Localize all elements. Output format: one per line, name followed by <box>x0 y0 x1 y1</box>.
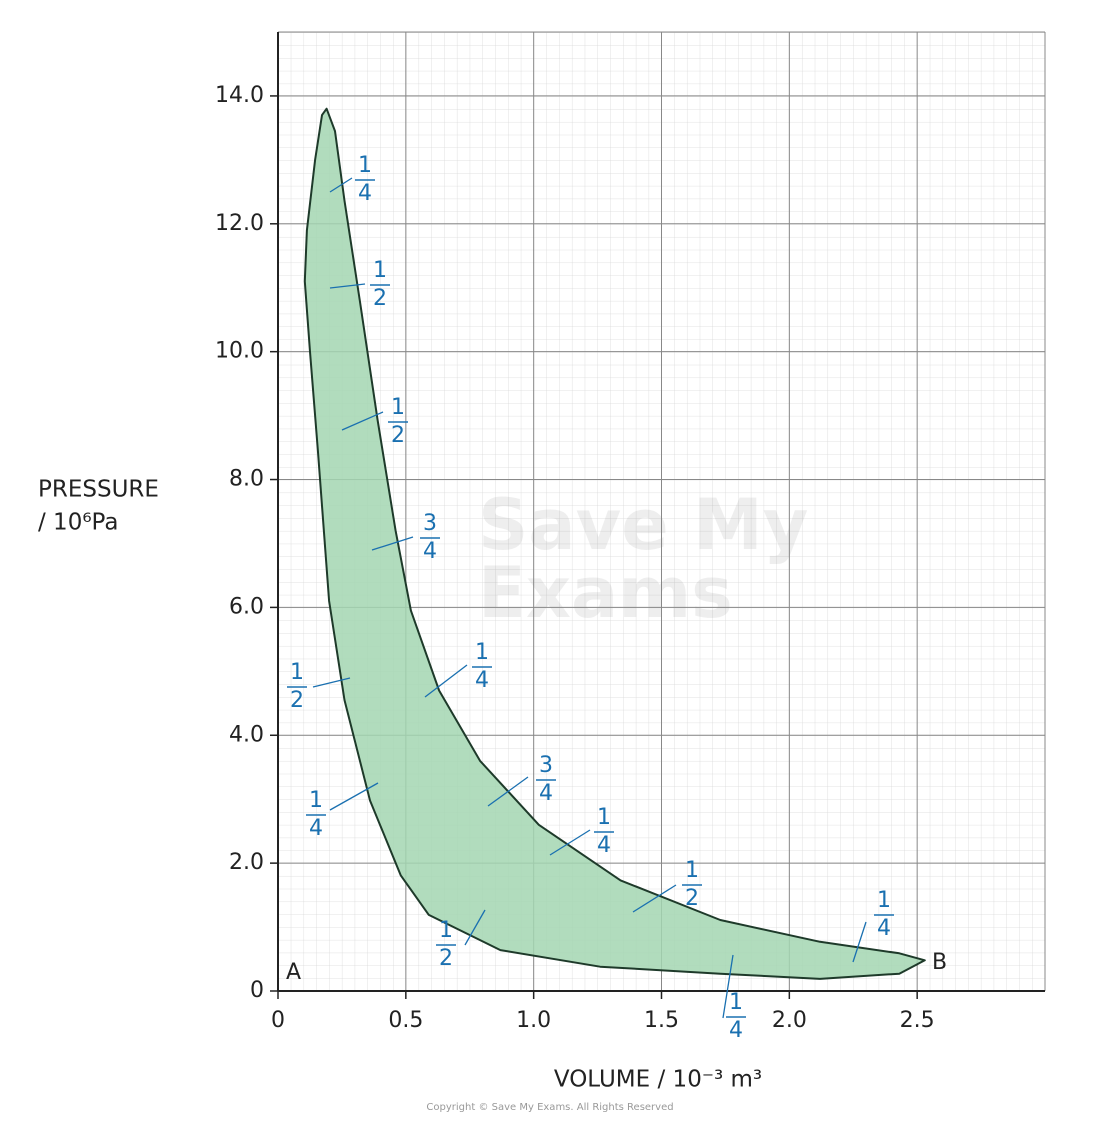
leader-line <box>632 884 677 913</box>
point-label: A <box>286 960 301 985</box>
numerator: 1 <box>685 858 699 883</box>
numerator: 1 <box>373 258 387 283</box>
numerator: 1 <box>475 640 489 665</box>
numerator: 3 <box>539 753 553 778</box>
denominator: 2 <box>290 688 304 713</box>
fraction: 14 <box>306 782 379 841</box>
numerator: 1 <box>358 153 372 178</box>
fraction: 14 <box>549 805 614 858</box>
leader-line <box>329 283 366 289</box>
y-tick-label: 12.0 <box>215 211 264 236</box>
fraction: 14 <box>722 954 746 1043</box>
denominator: 4 <box>475 668 489 693</box>
denominator: 4 <box>539 781 553 806</box>
fraction: 34 <box>487 753 556 807</box>
denominator: 4 <box>877 916 891 941</box>
numerator: 1 <box>391 395 405 420</box>
denominator: 2 <box>391 423 405 448</box>
denominator: 2 <box>439 946 453 971</box>
watermark-line: Exams <box>478 552 733 634</box>
loop <box>303 107 926 980</box>
x-tick-label: 0.5 <box>388 1008 423 1033</box>
fraction: 12 <box>436 909 486 971</box>
denominator: 4 <box>729 1018 743 1043</box>
numerator: 1 <box>439 918 453 943</box>
x-tick-label: 1.5 <box>644 1008 679 1033</box>
leader-line <box>549 829 591 856</box>
fraction: 14 <box>424 640 492 698</box>
leader-line <box>329 782 379 811</box>
y-axis-label: PRESSURE <box>38 477 159 503</box>
x-tick-label: 2.5 <box>900 1008 935 1033</box>
numerator: 1 <box>877 888 891 913</box>
x-tick-label: 2.0 <box>772 1008 807 1033</box>
numerator: 3 <box>423 511 437 536</box>
denominator: 4 <box>423 539 437 564</box>
fraction: 12 <box>632 858 702 913</box>
fraction: 14 <box>329 153 375 206</box>
y-tick-label: 2.0 <box>229 850 264 875</box>
leader-line <box>487 776 529 807</box>
leader-line <box>371 536 414 551</box>
y-tick-label: 4.0 <box>229 722 264 747</box>
leader-line <box>852 921 867 963</box>
leader-line <box>312 677 351 688</box>
numerator: 1 <box>729 990 743 1015</box>
fraction: 12 <box>341 395 408 448</box>
x-axis-label: VOLUME / 10⁻³ m³ <box>554 1067 762 1093</box>
denominator: 2 <box>373 286 387 311</box>
leader-line <box>722 954 734 1019</box>
point-label: B <box>932 950 947 975</box>
numerator: 1 <box>309 788 323 813</box>
y-tick-label: 10.0 <box>215 339 264 364</box>
numerator: 1 <box>290 660 304 685</box>
fraction: 34 <box>371 511 440 564</box>
x-tick-label: 0 <box>271 1008 285 1033</box>
y-tick-label: 0 <box>250 978 264 1003</box>
denominator: 2 <box>685 886 699 911</box>
fraction: 12 <box>329 258 390 311</box>
y-tick-label: 8.0 <box>229 467 264 492</box>
watermark: Save My Exams <box>478 484 808 634</box>
y-tick-label: 6.0 <box>229 594 264 619</box>
denominator: 4 <box>358 181 372 206</box>
denominator: 4 <box>597 833 611 858</box>
y-axis-label: / 10⁶Pa <box>38 510 118 536</box>
x-tick-label: 1.0 <box>516 1008 551 1033</box>
leader-line <box>341 411 384 431</box>
numerator: 1 <box>597 805 611 830</box>
leader-line <box>329 177 353 193</box>
denominator: 4 <box>309 816 323 841</box>
fraction: 12 <box>287 660 351 713</box>
y-tick-label: 14.0 <box>215 83 264 108</box>
fraction: 14 <box>852 888 894 963</box>
leader-line <box>424 664 468 698</box>
leader-line <box>464 909 486 946</box>
copyright: Copyright © Save My Exams. All Rights Re… <box>426 1102 673 1113</box>
watermark-line: Save My <box>478 484 808 566</box>
